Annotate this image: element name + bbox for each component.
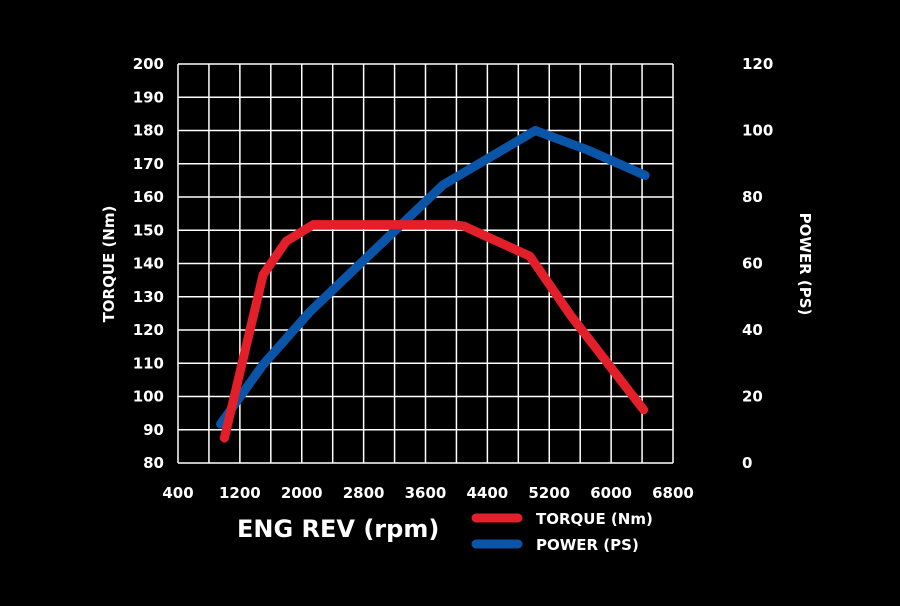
x-axis-title: ENG REV (rpm) <box>237 515 439 543</box>
x-tick-label: 2000 <box>281 484 323 502</box>
x-tick-label: 1200 <box>219 484 261 502</box>
y-tick-label-left: 190 <box>133 88 164 106</box>
y-tick-label-right: 60 <box>742 255 763 273</box>
y-axis-title-left: TORQUE (Nm) <box>100 206 118 323</box>
y-tick-label-left: 120 <box>133 321 164 339</box>
legend-label-torque: TORQUE (Nm) <box>536 510 653 528</box>
x-tick-label: 2800 <box>343 484 385 502</box>
series-layer <box>216 126 650 443</box>
y-tick-label-right: 0 <box>742 454 752 472</box>
y-tick-label-right: 40 <box>742 321 763 339</box>
y-tick-label-left: 110 <box>133 354 164 372</box>
grid <box>177 63 674 464</box>
y-tick-label-right: 80 <box>742 188 763 206</box>
series-line-power <box>216 126 650 429</box>
x-tick-label: 6800 <box>652 484 694 502</box>
y-tick-label-left: 80 <box>143 454 164 472</box>
y-tick-label-left: 130 <box>133 288 164 306</box>
y-tick-label-left: 90 <box>143 421 164 439</box>
x-tick-label: 3600 <box>405 484 447 502</box>
y-tick-label-left: 200 <box>133 55 164 73</box>
y-tick-label-right: 20 <box>742 388 763 406</box>
x-tick-label: 6000 <box>590 484 632 502</box>
x-tick-label: 5200 <box>528 484 570 502</box>
legend-label-power: POWER (PS) <box>536 536 639 554</box>
y-tick-label-left: 150 <box>133 221 164 239</box>
y-tick-label-left: 100 <box>133 388 164 406</box>
y-tick-label-right: 120 <box>742 55 773 73</box>
y-tick-label-left: 180 <box>133 122 164 140</box>
y-tick-label-right: 100 <box>742 122 773 140</box>
tick-labels: 400 1200 2000 2800 3600 4400 5200 6000 680020019… <box>133 55 774 502</box>
y-axis-title-right: POWER (PS) <box>796 213 814 316</box>
y-tick-label-left: 170 <box>133 155 164 173</box>
y-tick-label-left: 160 <box>133 188 164 206</box>
y-tick-label-left: 140 <box>133 255 164 273</box>
x-tick-label: 400 <box>162 484 193 502</box>
x-tick-label: 4400 <box>467 484 509 502</box>
